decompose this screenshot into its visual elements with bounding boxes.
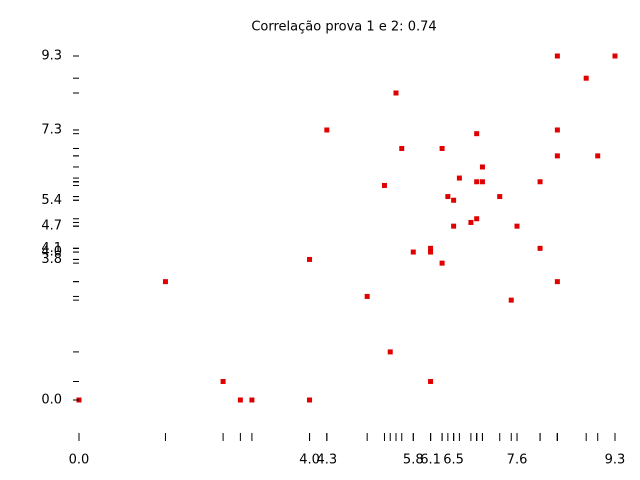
point [162, 279, 168, 285]
point [595, 153, 601, 159]
x-tick-label: 6.5 [443, 453, 464, 468]
point [554, 53, 560, 59]
point [324, 127, 330, 133]
y-tick-label: 9.3 [41, 49, 62, 64]
y-tick-label: 7.3 [41, 122, 62, 137]
point [439, 260, 445, 266]
point [554, 279, 560, 285]
point [479, 164, 485, 170]
point [514, 223, 520, 229]
x-tick-label: 4.0 [299, 453, 320, 468]
x-tick-label: 6.1 [420, 453, 441, 468]
point [428, 379, 434, 385]
point [451, 197, 457, 203]
point [220, 379, 226, 385]
point [612, 53, 618, 59]
point [364, 293, 370, 299]
point [410, 249, 416, 255]
point [307, 256, 313, 262]
point [474, 179, 480, 185]
point [445, 194, 451, 200]
point [451, 223, 457, 229]
point [456, 175, 462, 181]
x-tick-label: 9.3 [605, 453, 626, 468]
point [399, 145, 405, 151]
x-tick-label: 0.0 [69, 453, 90, 468]
point [393, 90, 399, 96]
point [468, 219, 474, 225]
point [508, 297, 514, 303]
y-tick-label: 4.0 [41, 245, 62, 260]
point [387, 349, 393, 355]
point [381, 182, 387, 188]
point [237, 397, 243, 403]
y-tick-label: 4.7 [41, 219, 62, 234]
point [249, 397, 255, 403]
point [474, 216, 480, 222]
point [537, 245, 543, 251]
point [497, 194, 503, 200]
y-tick-label: 5.4 [41, 193, 62, 208]
chart-title: Correlação prova 1 e 2: 0.74 [251, 20, 436, 35]
point [479, 179, 485, 185]
y-tick-label: 0.0 [41, 393, 62, 408]
y-tick-label: 3.8 [41, 252, 62, 267]
point [428, 245, 434, 251]
point [439, 145, 445, 151]
x-tick-label: 5.8 [403, 453, 424, 468]
point [307, 397, 313, 403]
y-tick-label: 4.1 [41, 241, 62, 256]
x-tick-label: 4.3 [316, 453, 337, 468]
point [537, 179, 543, 185]
point [554, 127, 560, 133]
point [428, 249, 434, 255]
point [583, 75, 589, 81]
point [474, 131, 480, 137]
point [554, 153, 560, 159]
x-tick-label: 7.6 [507, 453, 528, 468]
